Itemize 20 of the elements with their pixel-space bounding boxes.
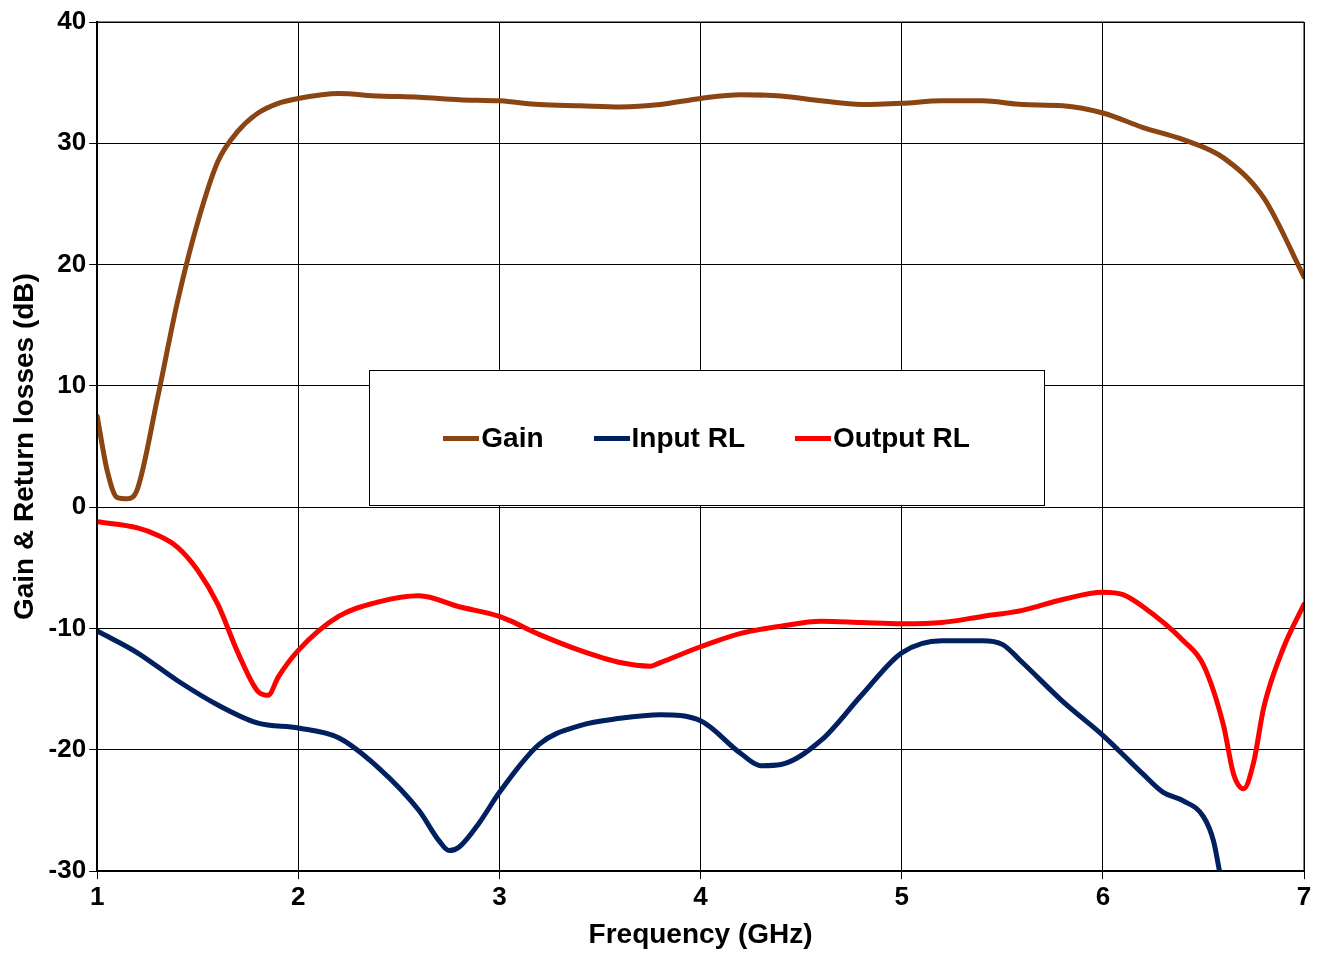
legend-label: Gain (481, 422, 544, 455)
y-tick-label: 20 (57, 247, 87, 278)
y-tick-label: -20 (48, 733, 87, 764)
x-tick-label: 6 (1095, 880, 1111, 911)
y-tick-label: -30 (48, 854, 87, 885)
legend-label: Input RL (631, 422, 746, 455)
legend-label: Output RL (833, 422, 970, 455)
x-tick-label: 2 (291, 880, 306, 911)
y-tick-label: 10 (57, 369, 87, 400)
y-tick-label: 0 (71, 490, 87, 521)
x-tick-label: 7 (1296, 880, 1312, 911)
x-axis-title: Frequency (GHz) (588, 917, 813, 949)
y-tick-label: 40 (57, 5, 87, 36)
y-axis-title: Gain & Return losses (dB) (7, 273, 39, 621)
x-tick-label: 1 (89, 880, 105, 911)
x-tick-label: 4 (693, 880, 709, 911)
x-tick-label: 3 (492, 880, 507, 911)
y-tick-label: -10 (48, 611, 87, 642)
y-tick-label: 30 (57, 126, 87, 157)
x-tick-label: 5 (894, 880, 909, 911)
